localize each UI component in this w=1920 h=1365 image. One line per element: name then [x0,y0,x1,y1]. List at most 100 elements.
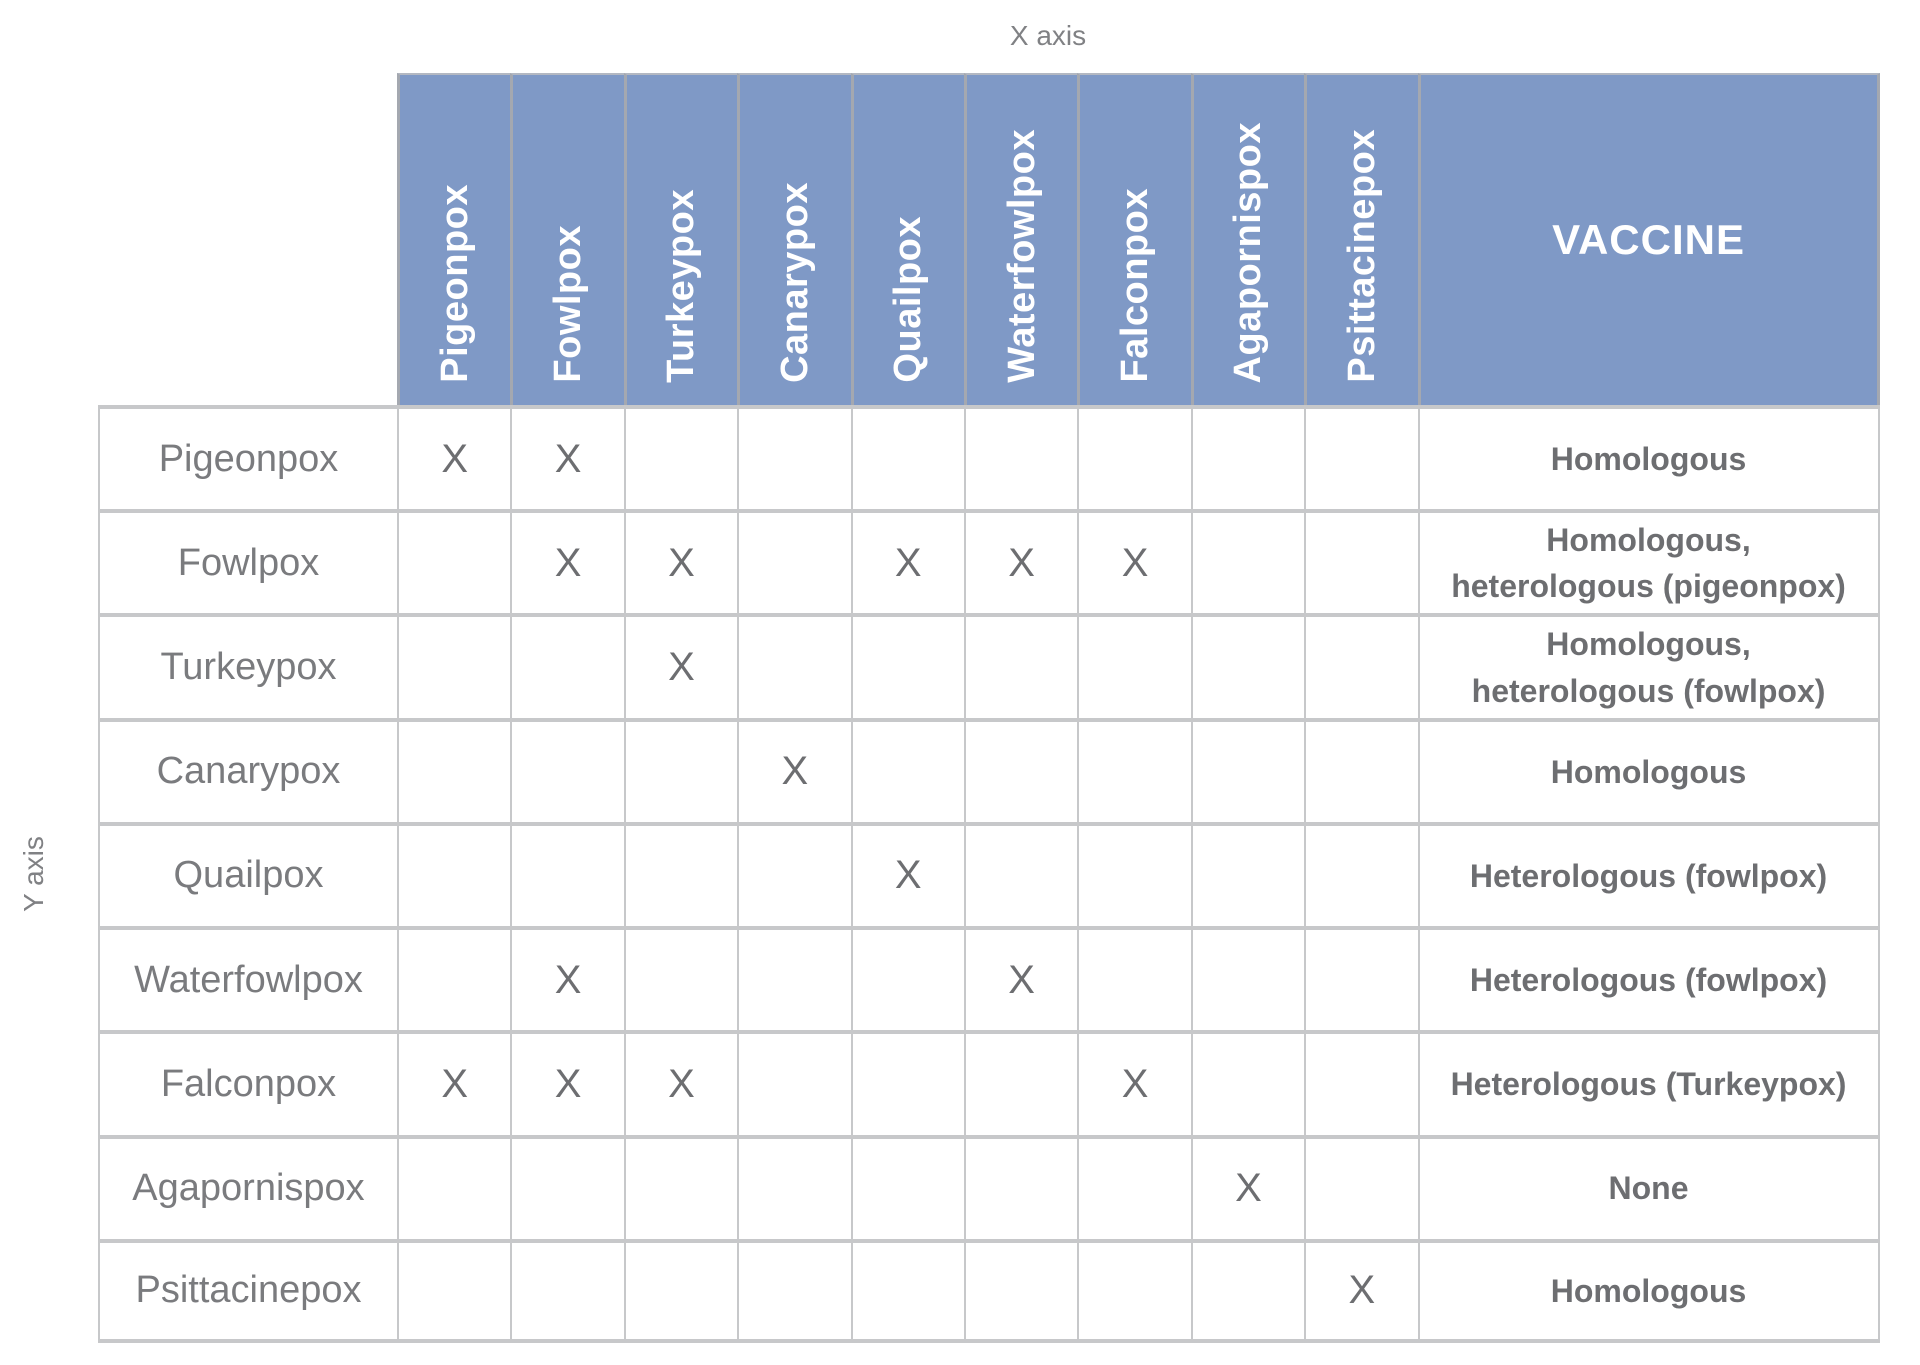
mark-cell-pigeonpox-quailpox [850,405,964,510]
mark-cell-canarypox-turkeypox [623,717,738,822]
column-header-label: Waterfowlpox [1000,129,1043,383]
mark-cell-quailpox-fowlpox [510,821,624,927]
column-header-turkeypox: Turkeypox [623,73,738,405]
row-label-psittacinepox: Psittacinepox [98,1238,397,1343]
vaccine-cell-canarypox: Homologous [1417,717,1880,822]
mark-cell-psittacinepox-psittacinepox: X [1304,1238,1418,1343]
mark-cell-quailpox-quailpox: X [850,821,964,927]
cross-infection-matrix: Pigeonpox Fowlpox Turkeypox Canarypox Quailp… [98,73,1880,1343]
column-header-label: Pigeonpox [433,184,476,383]
row-label-agapornispox: Agapornispox [98,1134,397,1239]
vaccine-cell-turkeypox: Homologous, heterologous (fowlpox) [1417,613,1880,718]
mark-cell-falconpox-canarypox [737,1030,851,1135]
mark-cell-turkeypox-turkeypox: X [623,613,738,718]
mark-cell-agapornispox-canarypox [737,1134,851,1239]
row-label-falconpox: Falconpox [98,1030,397,1135]
mark-cell-fowlpox-falconpox: X [1077,509,1191,614]
x-axis-label: X axis [1009,20,1087,51]
mark-cell-fowlpox-pigeonpox [397,509,511,614]
mark-cell-psittacinepox-waterfowlpox [963,1238,1078,1343]
mark-cell-falconpox-waterfowlpox [963,1030,1078,1135]
mark-cell-waterfowlpox-waterfowlpox: X [963,926,1078,1031]
mark-cell-canarypox-quailpox [850,717,964,822]
column-header-label: Quailpox [887,216,930,383]
row-label-fowlpox: Fowlpox [98,509,397,614]
mark-cell-pigeonpox-fowlpox: X [510,405,624,510]
mark-cell-waterfowlpox-turkeypox [623,926,738,1031]
row-label-pigeonpox: Pigeonpox [98,405,397,510]
column-header-label: Agapornispox [1227,121,1270,383]
mark-cell-waterfowlpox-falconpox [1077,926,1191,1031]
column-header-quailpox: Quailpox [850,73,964,405]
mark-cell-agapornispox-waterfowlpox [963,1134,1078,1239]
mark-cell-quailpox-psittacinepox [1304,821,1418,927]
mark-cell-fowlpox-turkeypox: X [623,509,738,614]
mark-cell-fowlpox-agapornispox [1190,509,1305,614]
corner-spacer [98,73,397,405]
mark-cell-turkeypox-canarypox [737,613,851,718]
mark-cell-psittacinepox-pigeonpox [397,1238,511,1343]
mark-cell-turkeypox-agapornispox [1190,613,1305,718]
mark-cell-psittacinepox-quailpox [850,1238,964,1343]
mark-cell-turkeypox-fowlpox [510,613,624,718]
mark-cell-falconpox-turkeypox: X [623,1030,738,1135]
mark-cell-fowlpox-waterfowlpox: X [963,509,1078,614]
mark-cell-pigeonpox-agapornispox [1190,405,1305,510]
column-header-label: Turkeypox [660,189,703,383]
mark-cell-turkeypox-pigeonpox [397,613,511,718]
y-axis-label: Y axis [18,836,49,912]
mark-cell-falconpox-falconpox: X [1077,1030,1191,1135]
vaccine-column-header: VACCINE [1417,73,1880,405]
mark-cell-quailpox-agapornispox [1190,821,1305,927]
mark-cell-fowlpox-canarypox [737,509,851,614]
vaccine-cell-waterfowlpox: Heterologous (fowlpox) [1417,926,1880,1031]
mark-cell-falconpox-fowlpox: X [510,1030,624,1135]
row-label-turkeypox: Turkeypox [98,613,397,718]
mark-cell-canarypox-psittacinepox [1304,717,1418,822]
mark-cell-fowlpox-fowlpox: X [510,509,624,614]
row-label-canarypox: Canarypox [98,717,397,822]
mark-cell-waterfowlpox-psittacinepox [1304,926,1418,1031]
mark-cell-quailpox-falconpox [1077,821,1191,927]
mark-cell-quailpox-waterfowlpox [963,821,1078,927]
mark-cell-canarypox-waterfowlpox [963,717,1078,822]
mark-cell-canarypox-canarypox: X [737,717,851,822]
mark-cell-psittacinepox-canarypox [737,1238,851,1343]
mark-cell-turkeypox-falconpox [1077,613,1191,718]
column-header-label: Psittacinepox [1340,129,1383,383]
mark-cell-quailpox-turkeypox [623,821,738,927]
mark-cell-pigeonpox-canarypox [737,405,851,510]
mark-cell-agapornispox-psittacinepox [1304,1134,1418,1239]
mark-cell-quailpox-pigeonpox [397,821,511,927]
mark-cell-agapornispox-turkeypox [623,1134,738,1239]
column-header-waterfowlpox: Waterfowlpox [963,73,1078,405]
mark-cell-pigeonpox-psittacinepox [1304,405,1418,510]
mark-cell-waterfowlpox-quailpox [850,926,964,1031]
column-header-label: Fowlpox [547,225,590,383]
mark-cell-waterfowlpox-canarypox [737,926,851,1031]
mark-cell-fowlpox-psittacinepox [1304,509,1418,614]
mark-cell-pigeonpox-pigeonpox: X [397,405,511,510]
column-header-pigeonpox: Pigeonpox [397,73,511,405]
vaccine-cell-psittacinepox: Homologous [1417,1238,1880,1343]
mark-cell-turkeypox-waterfowlpox [963,613,1078,718]
row-label-quailpox: Quailpox [98,821,397,927]
mark-cell-canarypox-falconpox [1077,717,1191,822]
mark-cell-waterfowlpox-fowlpox: X [510,926,624,1031]
mark-cell-pigeonpox-waterfowlpox [963,405,1078,510]
column-header-fowlpox: Fowlpox [510,73,624,405]
mark-cell-turkeypox-quailpox [850,613,964,718]
column-header-psittacinepox: Psittacinepox [1304,73,1418,405]
mark-cell-falconpox-quailpox [850,1030,964,1135]
mark-cell-canarypox-agapornispox [1190,717,1305,822]
column-header-falconpox: Falconpox [1077,73,1191,405]
mark-cell-waterfowlpox-agapornispox [1190,926,1305,1031]
column-header-label: Falconpox [1114,188,1157,383]
vaccine-cell-falconpox: Heterologous (Turkeypox) [1417,1030,1880,1135]
row-label-waterfowlpox: Waterfowlpox [98,926,397,1031]
mark-cell-pigeonpox-falconpox [1077,405,1191,510]
mark-cell-turkeypox-psittacinepox [1304,613,1418,718]
column-header-label: Canarypox [773,182,816,383]
mark-cell-fowlpox-quailpox: X [850,509,964,614]
